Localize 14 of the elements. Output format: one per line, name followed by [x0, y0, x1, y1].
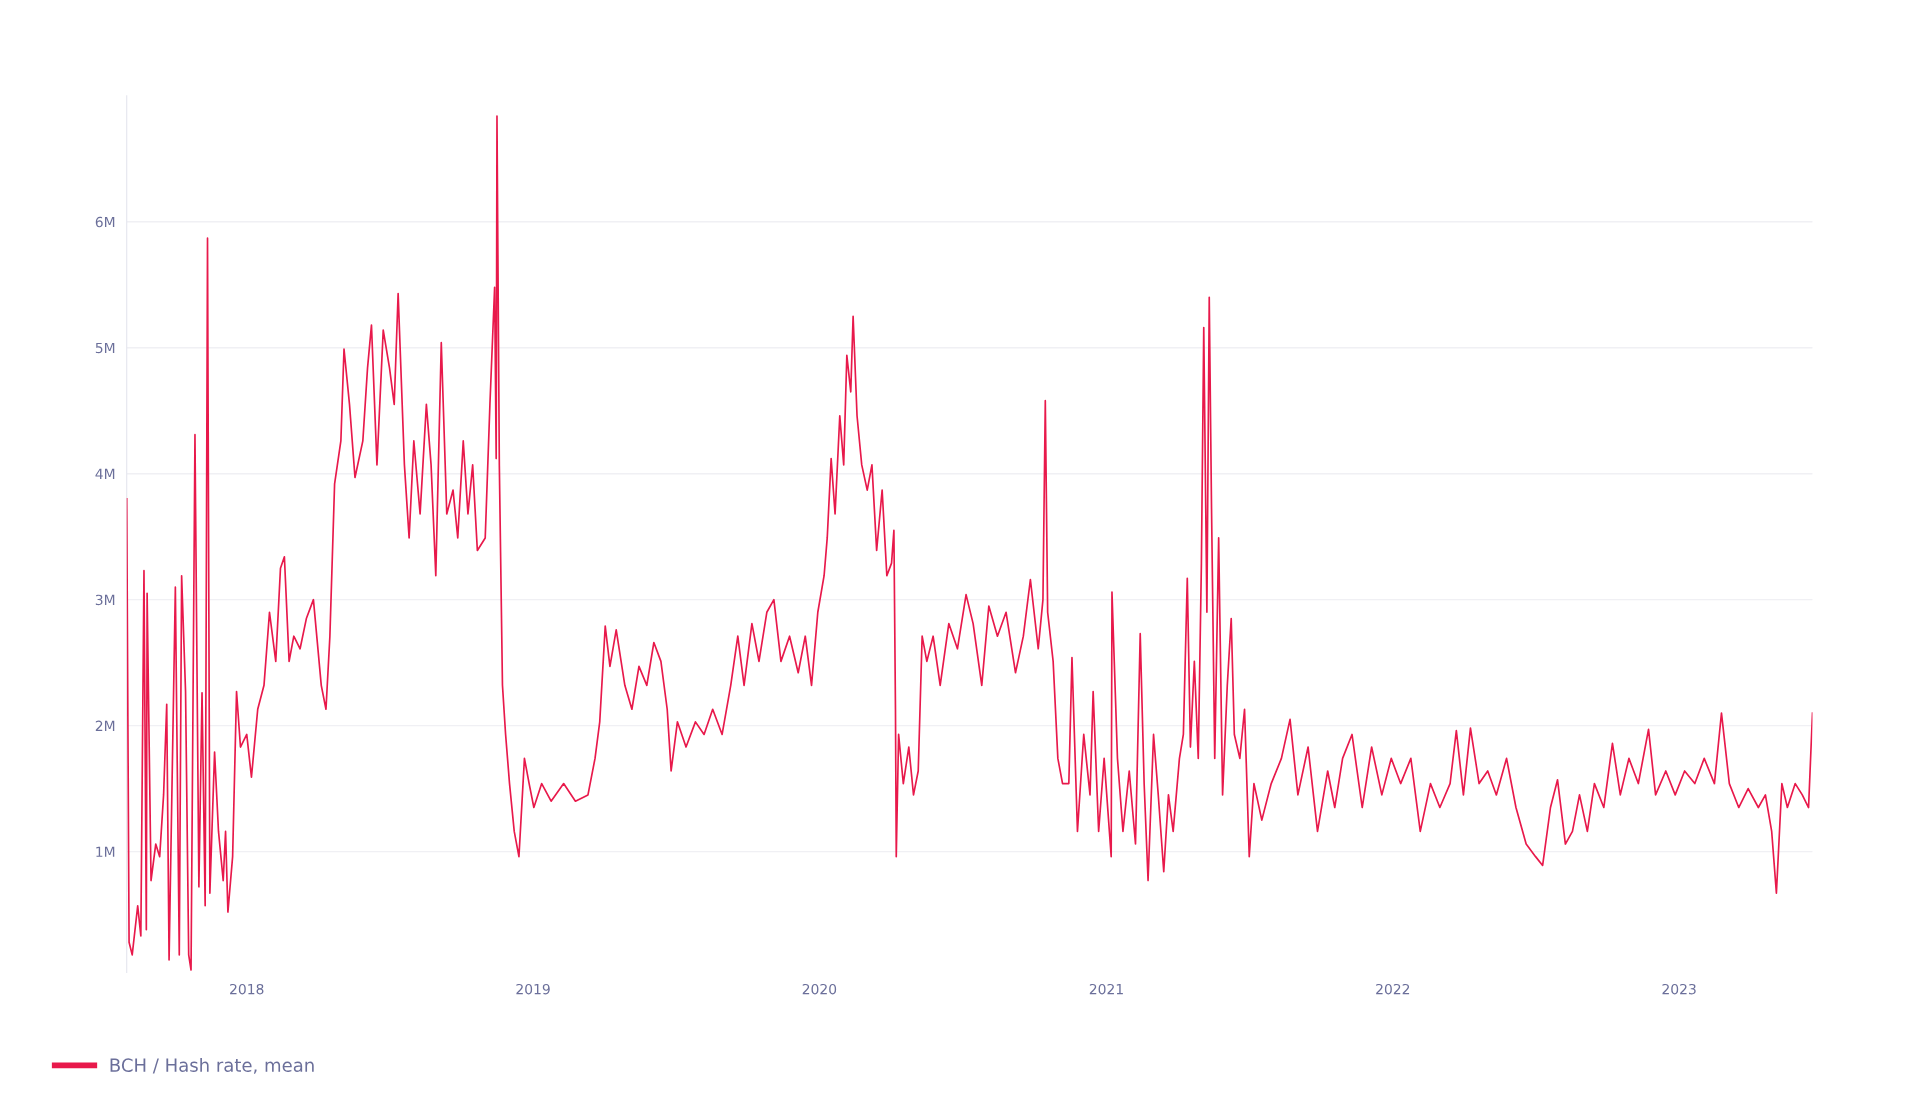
y-tick-label: 4M — [95, 468, 115, 479]
x-tick-label: 2022 — [1376, 983, 1410, 995]
x-tick-label: 2018 — [230, 983, 264, 995]
x-tick-label: 2021 — [1089, 983, 1123, 995]
y-tick-label: 1M — [96, 846, 115, 857]
x-tick-label: 2023 — [1662, 983, 1696, 995]
y-tick-label: 6M — [95, 216, 115, 228]
y-tick-label: 5M — [95, 342, 115, 354]
y-tick-label: 3M — [95, 594, 115, 606]
y-tick-label: 2M — [95, 720, 115, 731]
line-series — [126, 115, 1813, 971]
x-tick-label: 2020 — [802, 983, 837, 995]
legend-label: BCH / Hash rate, mean — [110, 1058, 314, 1074]
x-tick-label: 2019 — [516, 983, 550, 995]
